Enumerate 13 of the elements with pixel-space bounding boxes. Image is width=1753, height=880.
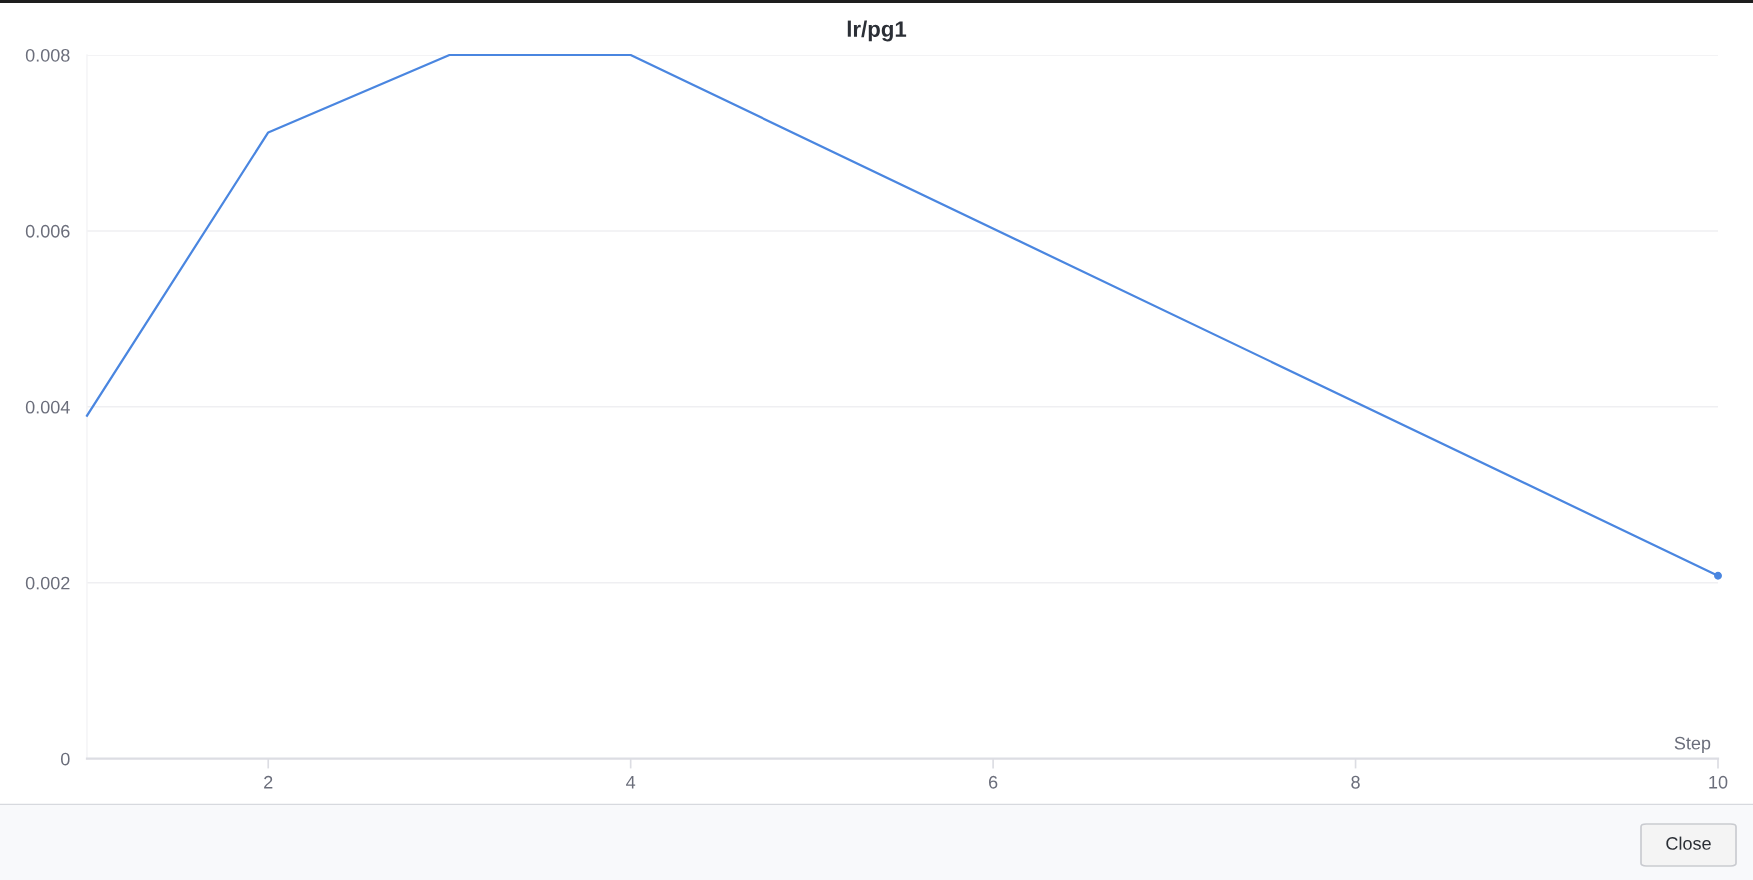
y-tick-label: 0 [61, 752, 70, 766]
y-tick-label: 0.004 [25, 400, 70, 414]
y-tick-label: 0.006 [25, 224, 70, 238]
x-tick-label: 8 [1351, 775, 1360, 789]
x-tick-label: 10 [1709, 775, 1728, 789]
y-tick-label: 0.008 [25, 48, 70, 62]
x-tick-label: 6 [989, 775, 998, 789]
x-tick-label: 4 [626, 776, 636, 789]
x-tick-label: 2 [264, 775, 273, 789]
text: Close [1666, 836, 1711, 850]
chart-title: lr/pg1 [847, 20, 907, 42]
x-axis-title: Step [1674, 736, 1711, 754]
y-tick-label: 0.002 [25, 576, 70, 590]
